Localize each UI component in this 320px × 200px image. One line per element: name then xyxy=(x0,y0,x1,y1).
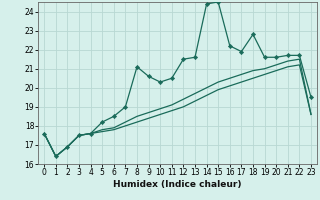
X-axis label: Humidex (Indice chaleur): Humidex (Indice chaleur) xyxy=(113,180,242,189)
